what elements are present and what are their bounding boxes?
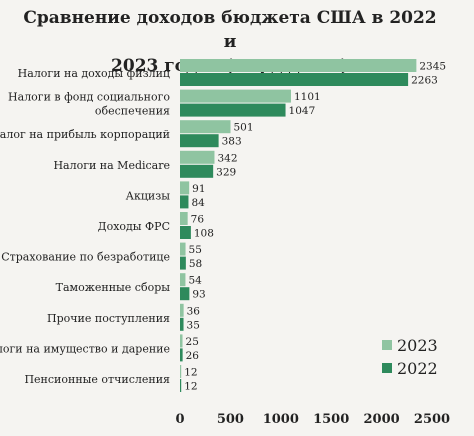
bar-2022 (180, 134, 219, 148)
data-label-2022: 108 (194, 228, 214, 240)
data-label-2023: 54 (188, 275, 202, 287)
category-label: Доходы ФРС (98, 220, 170, 233)
bar-2023 (180, 303, 184, 317)
legend-swatch-2022 (382, 363, 392, 373)
bar-2022 (180, 103, 286, 117)
category-label: Пенсионные отчисления (24, 373, 170, 386)
category-label: Налоги в фонд социального (8, 91, 170, 104)
bar-2022 (180, 73, 409, 86)
data-label-2023: 501 (234, 122, 254, 134)
x-tick-label: 1500 (313, 412, 349, 427)
category-label: Налог на прибыль корпораций (0, 128, 170, 141)
data-label-2022: 12 (184, 381, 197, 393)
legend-swatch-2023 (382, 340, 392, 350)
category-label: обеспечения (95, 105, 170, 118)
x-tick-label: 500 (217, 412, 244, 427)
bar-2023 (180, 334, 183, 348)
data-label-2022: 93 (192, 289, 205, 301)
bar-2022 (180, 379, 182, 392)
legend-label-2023: 2023 (397, 336, 438, 355)
x-tick-label: 2500 (414, 412, 450, 427)
chart-title-line-1: Сравнение доходов бюджета США в 2022 и (23, 8, 437, 52)
bar-2023 (180, 150, 215, 164)
data-label-2022: 58 (189, 258, 202, 270)
data-label-2023: 2345 (419, 61, 446, 73)
data-label-2023: 91 (192, 183, 205, 195)
bar-2022 (180, 317, 184, 331)
data-label-2022: 26 (186, 350, 200, 362)
bar-2023 (180, 365, 182, 378)
bar-2023 (180, 59, 417, 72)
data-label-2022: 2263 (411, 75, 438, 87)
bar-2023 (180, 273, 186, 287)
bar-2023 (180, 120, 231, 134)
data-label-2023: 55 (189, 244, 202, 256)
data-label-2022: 383 (222, 136, 242, 148)
bar-2022 (180, 164, 214, 178)
bar-2023 (180, 212, 188, 225)
bar-2022 (180, 287, 190, 301)
category-label: Страхование по безработице (1, 251, 170, 264)
x-tick-label: 2000 (364, 412, 400, 427)
data-label-2023: 76 (191, 214, 205, 226)
category-label: Налоги на Medicare (53, 159, 170, 172)
category-label: Акцизы (126, 189, 171, 202)
x-tick-label: 1000 (263, 412, 299, 427)
bar-2022 (180, 195, 189, 209)
data-label-2022: 84 (191, 197, 205, 209)
category-label: Прочие поступления (47, 312, 170, 325)
data-label-2022: 35 (187, 319, 200, 331)
data-label-2023: 12 (184, 367, 197, 379)
bar-2022 (180, 256, 186, 270)
data-label-2022: 1047 (289, 105, 316, 117)
data-label-2023: 1101 (294, 91, 321, 103)
category-label: Налоги на имущество и дарение (0, 342, 170, 355)
data-label-2023: 342 (217, 152, 237, 164)
bar-2023 (180, 89, 291, 103)
bar-2023 (180, 242, 186, 256)
bar-2022 (180, 348, 183, 362)
category-label: Налоги на доходы физлиц (18, 67, 170, 80)
data-label-2023: 36 (187, 305, 201, 317)
x-tick-label: 0 (175, 412, 184, 427)
data-label-2023: 25 (186, 336, 199, 348)
legend-label-2022: 2022 (397, 359, 438, 378)
bar-2022 (180, 226, 191, 239)
data-label-2022: 329 (216, 166, 236, 178)
category-label: Таможенные сборы (56, 281, 171, 294)
bar-2023 (180, 181, 190, 195)
